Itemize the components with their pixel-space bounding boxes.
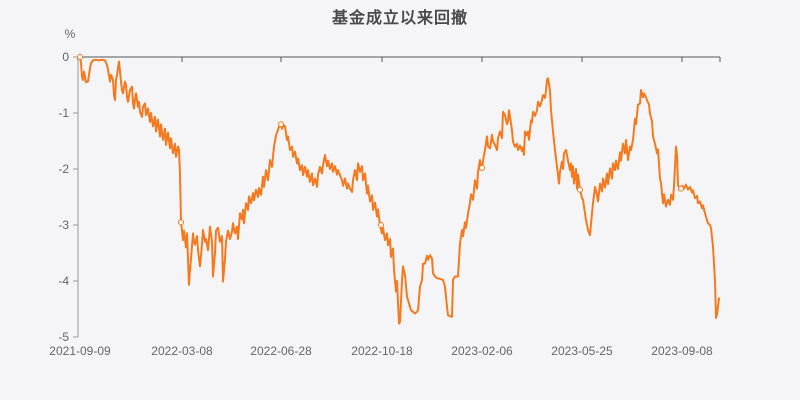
x-tick-label: 2022-10-18	[351, 344, 413, 358]
x-tick-label: 2022-03-08	[151, 344, 213, 358]
data-point-marker	[278, 121, 284, 128]
data-point-marker	[479, 164, 485, 171]
x-tick-label: 2023-05-25	[551, 344, 613, 358]
data-point-marker	[178, 219, 184, 226]
data-point-marker	[577, 186, 583, 193]
x-tick-label: 2023-02-06	[451, 344, 513, 358]
data-point-marker	[678, 185, 684, 192]
y-tick-label: -3	[58, 218, 69, 232]
drawdown-line	[77, 56, 720, 325]
y-axis-unit-label: %	[64, 27, 76, 41]
y-tick-label: -1	[58, 106, 69, 120]
y-tick-label: -2	[58, 162, 69, 176]
y-tick-label: -4	[58, 274, 69, 288]
x-tick-label: 2021-09-09	[49, 344, 111, 358]
y-tick-label: 0	[62, 50, 69, 64]
data-point-marker	[378, 222, 384, 228]
x-tick-label: 2022-06-28	[250, 344, 312, 358]
data-point-marker	[77, 54, 83, 60]
y-tick-label: -5	[58, 330, 69, 344]
x-tick-label: 2023-09-08	[651, 344, 713, 358]
chart-title: 基金成立以来回撤	[331, 10, 468, 27]
